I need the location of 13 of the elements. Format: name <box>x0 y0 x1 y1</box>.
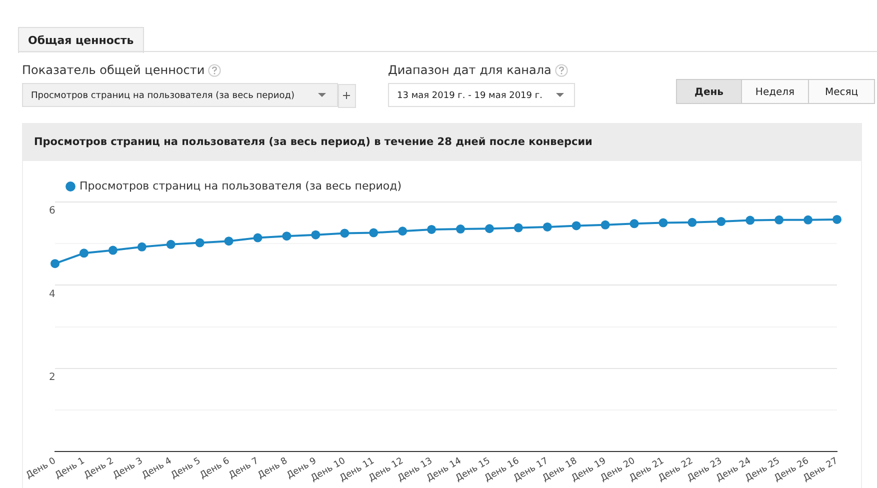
text: Неделя <box>741 79 809 104</box>
chart-title: Просмотров страниц на пользователя (за весь период) в течение 28 дней после конверсии <box>22 123 862 161</box>
legend-label: Просмотров страниц на пользователя (за весь период) <box>80 179 402 192</box>
text: Общая ценность <box>18 27 144 53</box>
text: День <box>676 79 742 104</box>
text: Показатель общей ценности <box>22 63 205 77</box>
y-tick-label: 4 <box>49 288 56 300</box>
text: 13 мая 2019 г. - 19 мая 2019 г. <box>397 91 542 101</box>
y-tick-label: 6 <box>49 206 56 217</box>
text: Месяц <box>808 79 875 104</box>
text: Диапазон дат для канала <box>388 63 552 77</box>
y-tick-label: 2 <box>49 372 56 383</box>
text: Просмотров страниц на пользователя (за весь период) <box>31 91 294 101</box>
